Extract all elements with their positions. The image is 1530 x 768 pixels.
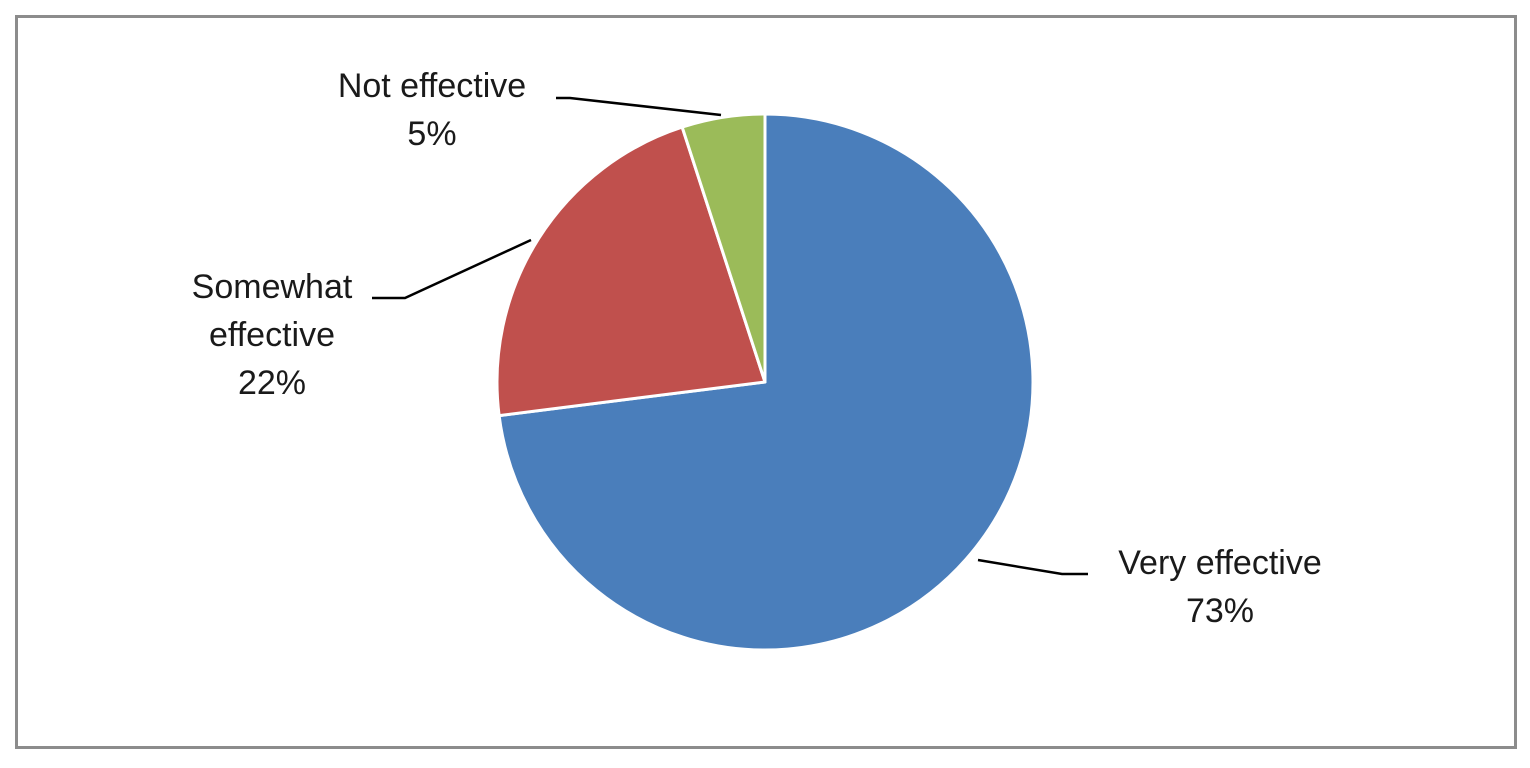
slice-label-somewhat-effective-line1: Somewhat: [192, 268, 353, 306]
slice-value-somewhat-effective: 22%: [238, 364, 306, 402]
slice-label-very-effective: Very effective: [1118, 544, 1322, 582]
leader-line-somewhat-effective: [372, 238, 532, 300]
leader-line-not-effective: [556, 96, 722, 117]
slice-label-not-effective: Not effective: [338, 67, 526, 105]
slice-value-very-effective: 73%: [1186, 592, 1254, 630]
pie-slice-somewhat-effective: [495, 125, 767, 418]
leader-lines: [372, 96, 1088, 576]
slice-label-somewhat-effective-line2: effective: [209, 316, 335, 354]
leader-line-very-effective: [977, 558, 1088, 576]
pie-slices: [495, 112, 1035, 652]
pie-slice-not-effective: [680, 112, 767, 384]
slice-value-not-effective: 5%: [407, 115, 456, 153]
